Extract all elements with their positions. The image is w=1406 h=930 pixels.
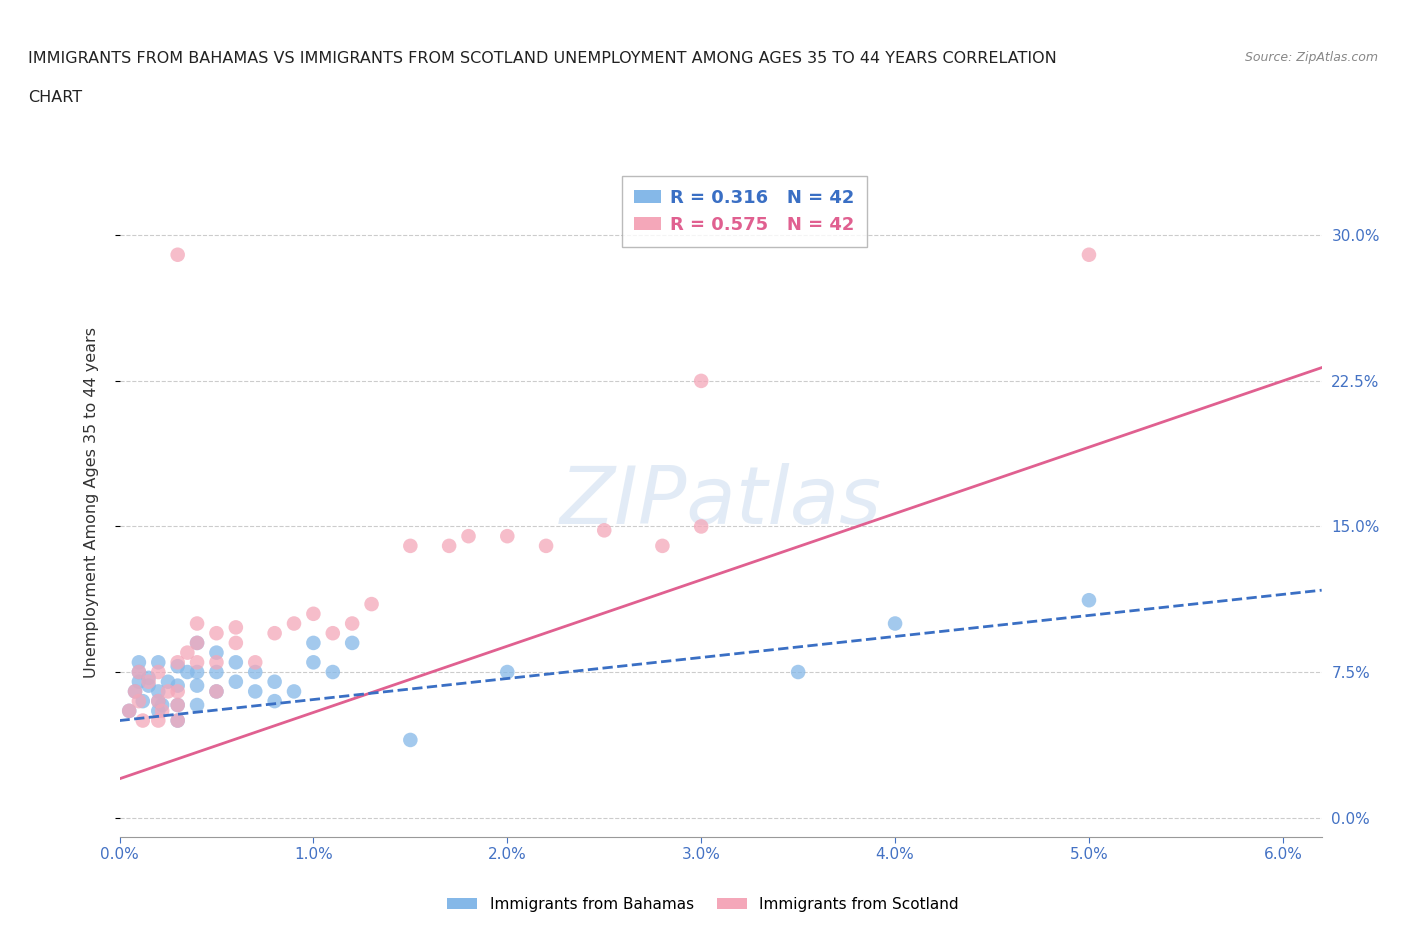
Point: [245, 665, 267, 680]
Point: [166, 658, 188, 673]
Point: [166, 684, 188, 698]
Point: [148, 694, 170, 709]
Point: [593, 523, 616, 538]
Point: [302, 635, 325, 650]
Point: [205, 626, 228, 641]
Point: [186, 655, 208, 670]
Text: CHART: CHART: [28, 90, 82, 105]
Point: [118, 703, 141, 718]
Point: [690, 519, 713, 534]
Legend: R = 0.316   N = 42, R = 0.575   N = 42: R = 0.316 N = 42, R = 0.575 N = 42: [621, 177, 868, 246]
Point: [322, 626, 344, 641]
Point: [205, 655, 228, 670]
Point: [166, 678, 188, 693]
Point: [186, 678, 208, 693]
Point: [128, 665, 150, 680]
Point: [245, 655, 267, 670]
Point: [148, 694, 170, 709]
Point: [340, 616, 363, 631]
Point: [399, 733, 422, 748]
Point: [148, 684, 170, 698]
Point: [176, 645, 198, 660]
Point: [457, 529, 479, 544]
Point: [205, 684, 228, 698]
Point: [150, 703, 173, 718]
Point: [118, 703, 141, 718]
Text: IMMIGRANTS FROM BAHAMAS VS IMMIGRANTS FROM SCOTLAND UNEMPLOYMENT AMONG AGES 35 T: IMMIGRANTS FROM BAHAMAS VS IMMIGRANTS FR…: [28, 51, 1057, 66]
Point: [128, 674, 150, 689]
Point: [340, 635, 363, 650]
Point: [148, 713, 170, 728]
Point: [205, 684, 228, 698]
Point: [156, 674, 179, 689]
Point: [787, 665, 810, 680]
Text: Source: ZipAtlas.com: Source: ZipAtlas.com: [1244, 51, 1378, 64]
Point: [166, 713, 188, 728]
Point: [186, 635, 208, 650]
Point: [138, 678, 160, 693]
Point: [437, 538, 460, 553]
Legend: Immigrants from Bahamas, Immigrants from Scotland: Immigrants from Bahamas, Immigrants from…: [440, 891, 966, 918]
Point: [166, 698, 188, 712]
Point: [186, 698, 208, 712]
Point: [283, 684, 305, 698]
Point: [166, 698, 188, 712]
Point: [302, 606, 325, 621]
Point: [124, 684, 146, 698]
Point: [245, 684, 267, 698]
Point: [148, 665, 170, 680]
Point: [225, 635, 247, 650]
Point: [399, 538, 422, 553]
Point: [156, 684, 179, 698]
Text: ZIPatlas: ZIPatlas: [560, 463, 882, 541]
Point: [186, 635, 208, 650]
Point: [176, 665, 198, 680]
Point: [205, 645, 228, 660]
Point: [534, 538, 557, 553]
Point: [148, 655, 170, 670]
Point: [205, 665, 228, 680]
Point: [124, 684, 146, 698]
Point: [263, 674, 285, 689]
Point: [186, 665, 208, 680]
Point: [166, 655, 188, 670]
Point: [283, 616, 305, 631]
Point: [138, 674, 160, 689]
Point: [150, 698, 173, 712]
Point: [225, 620, 247, 635]
Point: [1078, 247, 1101, 262]
Point: [496, 665, 519, 680]
Point: [225, 674, 247, 689]
Point: [690, 374, 713, 389]
Point: [322, 665, 344, 680]
Point: [263, 694, 285, 709]
Point: [884, 616, 907, 631]
Point: [166, 247, 188, 262]
Point: [148, 703, 170, 718]
Point: [263, 626, 285, 641]
Point: [225, 655, 247, 670]
Point: [132, 713, 155, 728]
Point: [1078, 592, 1101, 607]
Y-axis label: Unemployment Among Ages 35 to 44 years: Unemployment Among Ages 35 to 44 years: [84, 326, 98, 678]
Point: [186, 616, 208, 631]
Point: [132, 694, 155, 709]
Point: [166, 713, 188, 728]
Point: [496, 529, 519, 544]
Point: [651, 538, 673, 553]
Point: [360, 597, 382, 612]
Point: [128, 665, 150, 680]
Point: [138, 671, 160, 685]
Point: [128, 694, 150, 709]
Point: [302, 655, 325, 670]
Point: [128, 655, 150, 670]
